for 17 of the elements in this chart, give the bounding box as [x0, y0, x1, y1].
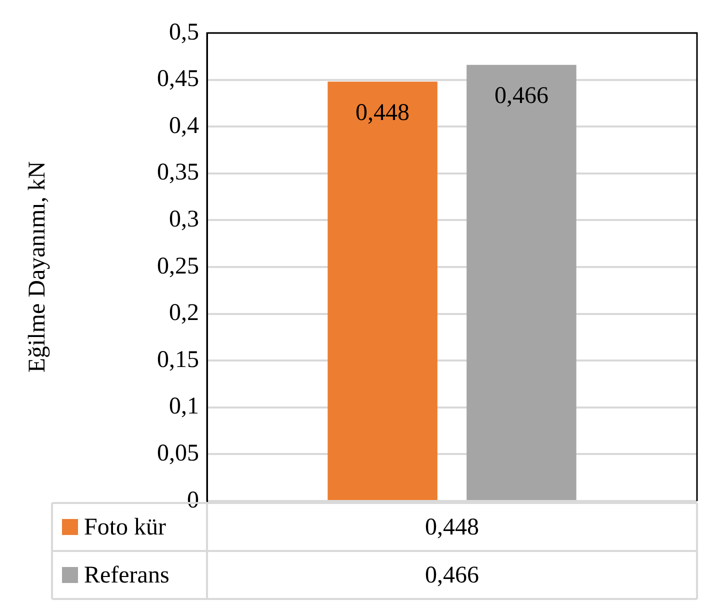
y-tick-label: 0,35 [157, 160, 199, 186]
data-label: 0,466 [494, 83, 548, 110]
text: 0,466 [425, 562, 479, 588]
y-tick-label: 0,15 [157, 346, 199, 373]
y-tick-label: 0,1 [169, 394, 199, 420]
legend-label: Referans [84, 562, 170, 588]
legend-label: Foto kür [84, 514, 166, 540]
data-label: 0,448 [356, 100, 410, 126]
y-tick-label: 0,05 [157, 440, 199, 466]
y-axis-title: Eğilme Dayanımı, kN [24, 161, 51, 373]
y-tick-label: 0,45 [157, 66, 199, 92]
y-tick-label: 0,2 [169, 300, 199, 326]
y-tick-label: 0,5 [169, 19, 199, 46]
text: 0,448 [425, 514, 479, 540]
y-tick-label: 0,25 [157, 253, 199, 280]
y-tick-label: 0,4 [169, 112, 199, 139]
y-tick-label: 0,3 [169, 206, 199, 232]
